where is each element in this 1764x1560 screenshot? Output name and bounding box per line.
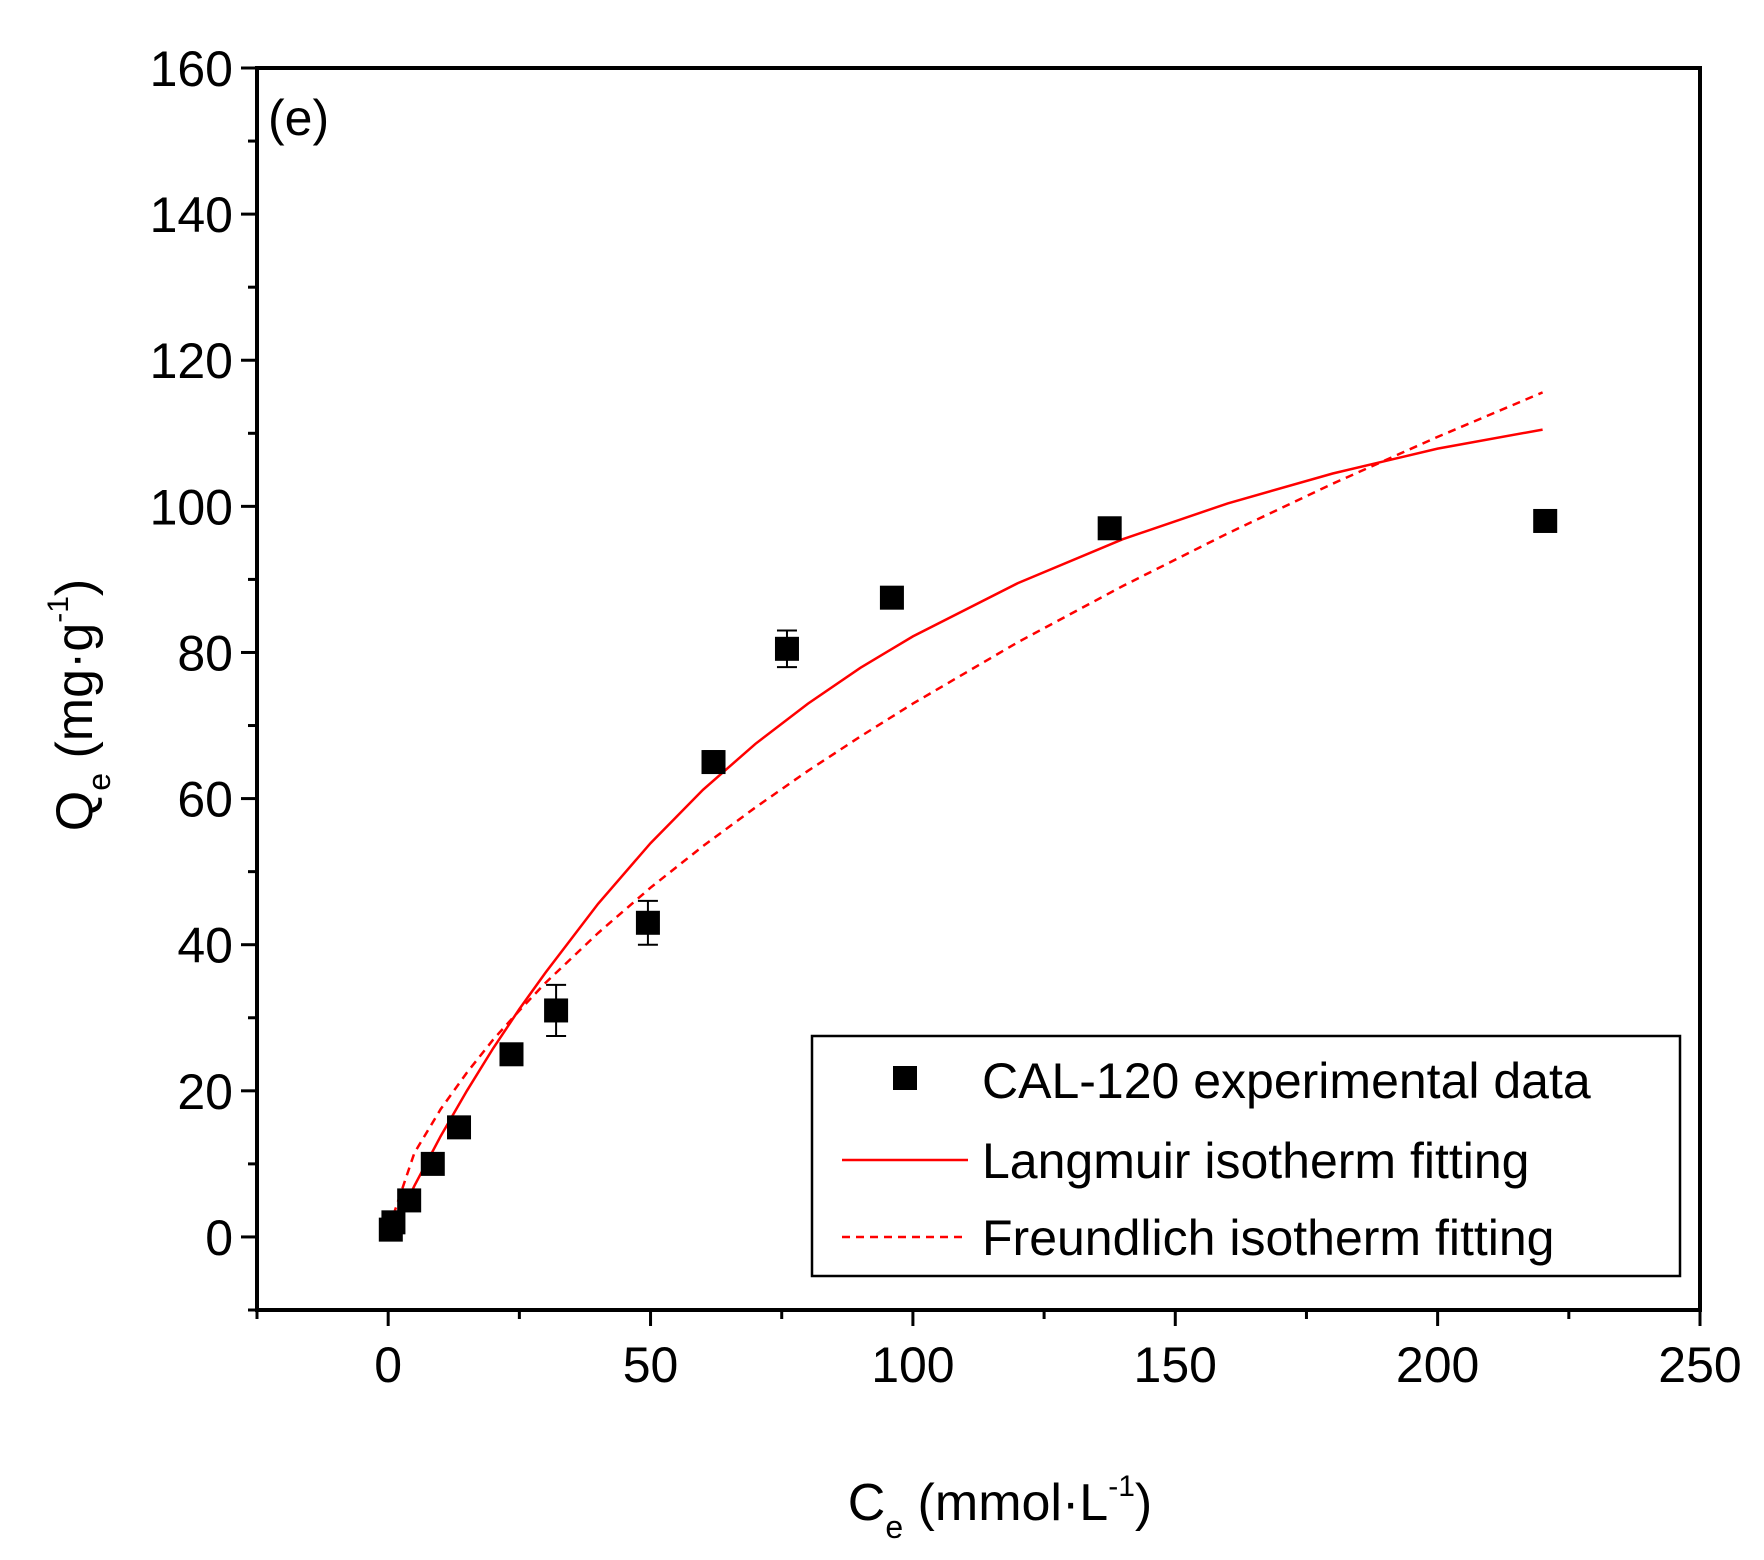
data-point-marker (701, 750, 726, 775)
y-axis-label-close: ) (46, 579, 104, 596)
data-point-marker (397, 1188, 422, 1213)
legend-marker-experimental (893, 1066, 917, 1090)
x-tick-label: 100 (871, 1337, 954, 1393)
y-tick-label: 120 (150, 333, 233, 389)
x-tick-label: 150 (1134, 1337, 1217, 1393)
x-axis-label-main: C (848, 1474, 886, 1532)
y-tick-label: 20 (177, 1064, 233, 1120)
data-point-marker (381, 1210, 406, 1235)
x-tick-label: 0 (374, 1337, 402, 1393)
x-axis-label-sup: -1 (1108, 1470, 1135, 1503)
y-tick-label: 60 (177, 772, 233, 828)
data-point-marker (1097, 516, 1122, 541)
data-point-marker (635, 910, 660, 935)
data-point-marker (774, 636, 799, 661)
legend: CAL-120 experimental data Langmuir isoth… (810, 1034, 1682, 1278)
x-axis-label-unit: (mmol·L (903, 1474, 1108, 1532)
y-axis-title: Qe (mg·g-1) (42, 579, 117, 832)
plot-content (378, 391, 1558, 1242)
y-tick-label: 100 (150, 479, 233, 535)
legend-label-langmuir: Langmuir isotherm fitting (982, 1133, 1529, 1189)
data-point-marker (1533, 508, 1558, 533)
plot-frame (255, 66, 1702, 1312)
y-axis-label-unit: (mg·g (46, 623, 104, 773)
x-tick-label: 250 (1658, 1337, 1741, 1393)
data-point-marker (544, 998, 569, 1023)
y-axis-label-sub: e (81, 773, 117, 791)
y-axis-label-sup: -1 (42, 596, 75, 623)
data-point-marker (879, 585, 904, 610)
legend-label-freundlich: Freundlich isotherm fitting (982, 1210, 1554, 1266)
y-tick-label: 160 (150, 41, 233, 97)
y-axis-ticks: 0 20 40 60 80 100 120 140 160 (150, 41, 257, 1312)
y-axis-label-main: Q (46, 791, 104, 831)
data-point-marker (420, 1151, 445, 1176)
x-axis-label-close: ) (1135, 1474, 1152, 1532)
langmuir-fit-line (392, 428, 1543, 1231)
x-tick-label: 200 (1396, 1337, 1479, 1393)
y-tick-label: 80 (177, 625, 233, 681)
y-tick-label: 40 (177, 918, 233, 974)
data-point-marker (499, 1042, 524, 1067)
x-axis-title: Ce (mmol·L-1) (848, 1470, 1152, 1545)
freundlich-fit-line (392, 391, 1544, 1216)
data-point-marker (447, 1115, 472, 1140)
x-tick-label: 50 (623, 1337, 679, 1393)
panel-label: (e) (268, 90, 329, 146)
x-axis-ticks: 0 50 100 150 200 250 (255, 1310, 1742, 1393)
x-axis-label-sub: e (885, 1509, 903, 1545)
y-tick-label: 0 (205, 1210, 233, 1266)
y-tick-label: 140 (150, 187, 233, 243)
legend-label-experimental: CAL-120 experimental data (982, 1053, 1591, 1109)
